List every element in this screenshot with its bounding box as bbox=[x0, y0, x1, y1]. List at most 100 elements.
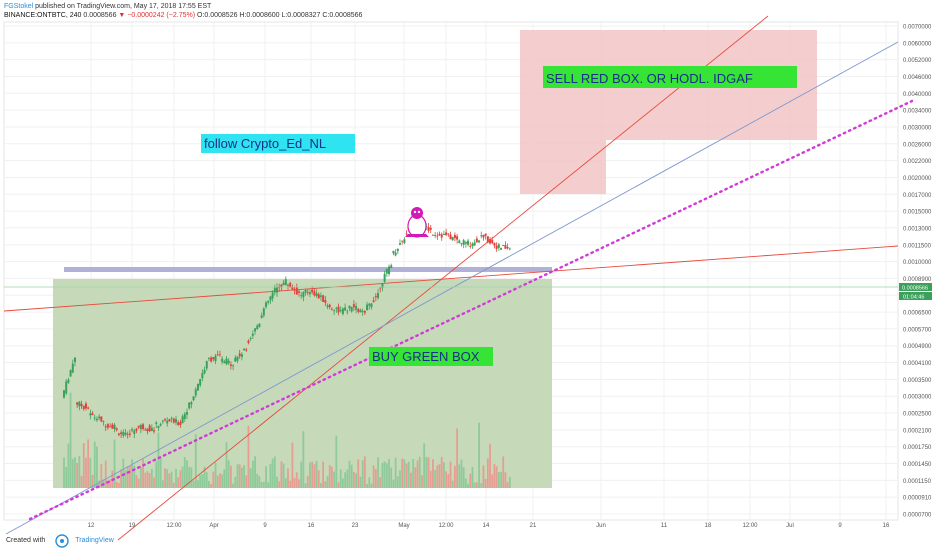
volume-bar bbox=[460, 459, 463, 488]
candle-body bbox=[506, 247, 509, 249]
y-tick-label: 0.0008900 bbox=[903, 277, 932, 283]
candle-body bbox=[311, 289, 314, 293]
symbol-label: BINANCE:ONTBTC, 240 bbox=[4, 12, 82, 19]
candle-body bbox=[100, 416, 103, 422]
candle-body bbox=[289, 282, 292, 288]
volume-bar bbox=[425, 456, 428, 488]
y-tick-label: 0.0020000 bbox=[903, 176, 932, 182]
candle-body bbox=[122, 431, 125, 436]
candle-body bbox=[431, 234, 434, 236]
volume-bar bbox=[418, 456, 421, 488]
candle-body bbox=[256, 325, 259, 330]
volume-bar bbox=[146, 471, 149, 488]
candle-body bbox=[120, 432, 123, 435]
volume-bar bbox=[333, 471, 336, 488]
volume-bar bbox=[399, 470, 401, 488]
candle-body bbox=[284, 279, 287, 286]
volume-bar bbox=[407, 461, 410, 488]
candle-body bbox=[227, 360, 230, 364]
candle-body bbox=[177, 422, 180, 425]
candle-body bbox=[124, 432, 127, 435]
candle-body bbox=[357, 308, 360, 312]
candle-body bbox=[249, 338, 252, 339]
candle-body bbox=[502, 245, 505, 247]
candle-body bbox=[267, 301, 270, 303]
candle-body bbox=[192, 396, 195, 401]
volume-bar bbox=[278, 481, 281, 488]
y-tick-label: 0.0004100 bbox=[903, 361, 932, 367]
candle-body bbox=[458, 240, 461, 244]
author-link[interactable]: FGStokel bbox=[4, 3, 34, 10]
volume-bar bbox=[326, 476, 329, 488]
candle-body bbox=[234, 357, 237, 362]
volume-bar bbox=[104, 460, 107, 488]
volume-bar bbox=[199, 475, 202, 488]
y-tick-label: 0.0001750 bbox=[903, 445, 932, 451]
volume-bar bbox=[177, 477, 180, 488]
volume-bar bbox=[370, 483, 373, 488]
candle-body bbox=[78, 401, 81, 407]
volume-bar bbox=[302, 431, 305, 488]
volume-bar bbox=[260, 482, 263, 488]
candle-body bbox=[379, 287, 382, 289]
volume-bar bbox=[506, 482, 509, 488]
candle-body bbox=[396, 248, 399, 252]
volume-bar bbox=[148, 473, 151, 488]
tradingview-link[interactable]: TradingView bbox=[75, 537, 114, 544]
volume-bar bbox=[247, 425, 250, 488]
volume-bar bbox=[236, 464, 239, 488]
annotation-text: BUY GREEN BOX bbox=[372, 349, 480, 364]
volume-bar bbox=[293, 477, 296, 488]
x-tick-label: 12:00 bbox=[742, 523, 758, 529]
candle-body bbox=[390, 265, 393, 269]
volume-bar bbox=[287, 468, 289, 488]
candle-body bbox=[102, 421, 105, 423]
volume-bar bbox=[133, 465, 136, 488]
candle-body bbox=[128, 433, 131, 435]
candle-body bbox=[221, 358, 224, 362]
annotation-background bbox=[369, 347, 493, 366]
volume-bar bbox=[63, 457, 65, 488]
candle-body bbox=[495, 245, 498, 249]
volume-bar bbox=[497, 472, 500, 488]
volume-bar bbox=[469, 473, 472, 488]
volume-bar bbox=[339, 469, 342, 488]
volume-bar bbox=[210, 483, 213, 488]
candle-body bbox=[489, 239, 492, 244]
candle-body bbox=[344, 307, 347, 311]
volume-bar bbox=[322, 461, 325, 488]
volume-bar bbox=[128, 465, 131, 488]
candle-body bbox=[352, 304, 355, 308]
candle-body bbox=[153, 430, 156, 432]
volume-bar bbox=[372, 465, 375, 488]
volume-bar bbox=[405, 463, 408, 488]
candle-body bbox=[383, 273, 386, 282]
candle-body bbox=[497, 244, 500, 248]
y-tick-label: 0.0001150 bbox=[903, 479, 932, 485]
candle-body bbox=[269, 296, 272, 301]
volume-bar bbox=[464, 478, 467, 488]
candle-body bbox=[372, 300, 375, 303]
volume-bar bbox=[194, 434, 197, 488]
volume-bar bbox=[311, 461, 314, 488]
candle-body bbox=[185, 411, 188, 415]
volume-bar bbox=[232, 483, 234, 488]
candle-body bbox=[304, 290, 307, 293]
volume-bar bbox=[368, 477, 371, 488]
candle-body bbox=[238, 353, 241, 356]
volume-bar bbox=[181, 466, 184, 488]
volume-bar bbox=[124, 470, 127, 488]
volume-bar bbox=[93, 441, 96, 488]
volume-bar bbox=[361, 460, 364, 488]
published-info: published on TradingView.com, May 17, 20… bbox=[33, 3, 212, 10]
candle-body bbox=[322, 295, 325, 302]
candle-body bbox=[117, 433, 120, 435]
candle-body bbox=[401, 240, 404, 242]
sell-red-box-lower bbox=[520, 140, 606, 194]
candle-body bbox=[150, 427, 153, 432]
volume-bar bbox=[427, 457, 430, 488]
volume-bar bbox=[493, 464, 496, 488]
candle-body bbox=[363, 311, 366, 313]
candle-body bbox=[146, 428, 149, 432]
